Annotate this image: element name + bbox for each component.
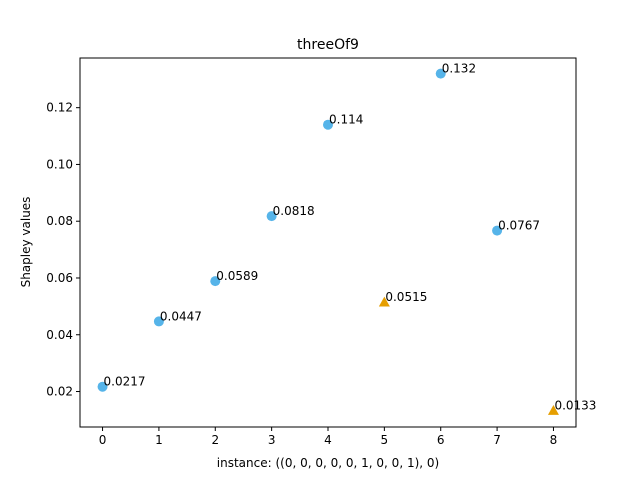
data-label: 0.114: [329, 113, 363, 127]
plot-frame: [79, 57, 577, 428]
data-label: 0.0217: [104, 375, 146, 389]
chart-title: threeOf9: [297, 37, 359, 53]
data-label: 0.132: [442, 62, 476, 76]
data-label: 0.0589: [216, 269, 258, 283]
x-tick-label: 6: [437, 433, 445, 447]
y-tick-label: 0.12: [46, 101, 73, 115]
circle-point: [210, 276, 221, 287]
circle-point: [323, 119, 333, 130]
circle-point: [266, 211, 277, 222]
triangle-point: [378, 296, 390, 307]
x-tick-label: 4: [324, 433, 332, 447]
x-axis-label: instance: ((0, 0, 0, 0, 0, 1, 0, 0, 1), …: [217, 456, 439, 470]
data-label: 0.0767: [498, 219, 540, 233]
x-tick-label: 2: [211, 433, 219, 447]
y-tick-label: 0.02: [46, 385, 73, 399]
x-tick-label: 0: [99, 433, 107, 447]
circle-point: [97, 381, 108, 392]
x-tick-label: 3: [268, 433, 276, 447]
data-label: 0.0515: [385, 290, 427, 304]
x-tick-label: 1: [155, 433, 163, 447]
y-tick-label: 0.08: [46, 214, 73, 228]
x-axis-ticks: 0 1 2 3 4 5 6 7 8: [99, 427, 558, 447]
y-tick-label: 0.06: [46, 271, 73, 285]
x-tick-label: 8: [550, 433, 558, 447]
y-axis-label: Shapley values: [19, 197, 33, 288]
x-tick-label: 7: [493, 433, 501, 447]
x-tick-label: 5: [381, 433, 389, 447]
data-label: 0.0818: [273, 204, 315, 218]
circle-point: [492, 225, 503, 236]
data-label: 0.0133: [554, 399, 596, 413]
data-label: 0.0447: [160, 309, 202, 323]
y-tick-label: 0.10: [46, 157, 73, 171]
y-tick-label: 0.04: [46, 328, 73, 342]
data-marks: 0.0217 0.0447 0.0589 0.0818 0.114 0.132 0.0767…: [97, 62, 596, 415]
circle-point: [153, 316, 164, 327]
triangle-point: [547, 405, 559, 415]
plot-area: [80, 58, 576, 427]
y-axis-ticks: 0.02 0.04 0.06 0.08 0.10 0.12: [46, 101, 80, 399]
circle-point: [435, 68, 446, 79]
